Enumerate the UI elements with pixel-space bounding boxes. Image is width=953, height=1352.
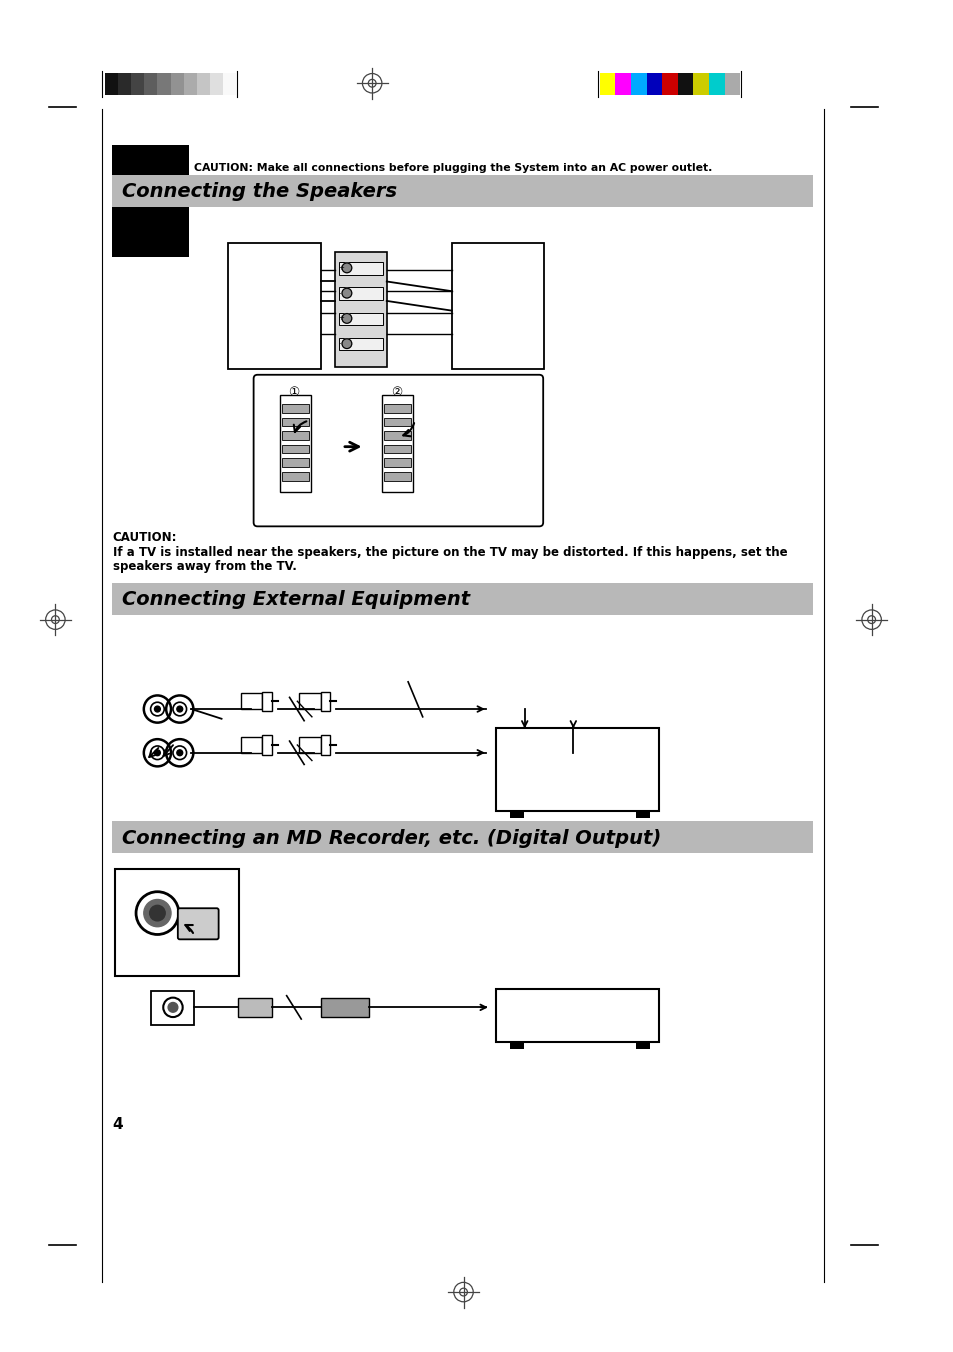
- Bar: [320, 998, 369, 1017]
- Bar: [693, 73, 708, 95]
- Bar: [281, 404, 309, 412]
- Bar: [381, 395, 413, 492]
- Bar: [262, 691, 272, 711]
- Bar: [724, 73, 740, 95]
- Bar: [241, 694, 262, 708]
- Circle shape: [176, 750, 182, 756]
- Bar: [132, 73, 144, 95]
- Text: +: +: [337, 315, 344, 322]
- Circle shape: [342, 314, 352, 323]
- Circle shape: [342, 339, 352, 349]
- Bar: [238, 998, 272, 1017]
- Text: ②: ②: [391, 387, 401, 399]
- Text: ①: ①: [288, 387, 299, 399]
- Text: +: +: [337, 265, 344, 270]
- Bar: [171, 73, 184, 95]
- Bar: [678, 73, 693, 95]
- Bar: [118, 73, 132, 95]
- Bar: [281, 445, 309, 453]
- Bar: [184, 73, 196, 95]
- Circle shape: [154, 750, 160, 756]
- Circle shape: [342, 264, 352, 273]
- Bar: [615, 73, 630, 95]
- Bar: [223, 73, 236, 95]
- Bar: [338, 288, 382, 300]
- Bar: [151, 991, 194, 1025]
- Bar: [636, 1042, 649, 1049]
- Bar: [299, 694, 320, 708]
- Bar: [636, 811, 649, 818]
- Text: 4: 4: [112, 1117, 123, 1132]
- Bar: [510, 1042, 523, 1049]
- Circle shape: [154, 706, 160, 713]
- Bar: [112, 146, 190, 257]
- Bar: [196, 73, 210, 95]
- Bar: [383, 418, 411, 426]
- Bar: [338, 262, 382, 274]
- Circle shape: [342, 288, 352, 297]
- Bar: [114, 869, 239, 976]
- Bar: [510, 811, 523, 818]
- Text: -: -: [337, 341, 340, 346]
- Bar: [105, 73, 118, 95]
- Bar: [281, 472, 309, 481]
- Text: -: -: [337, 291, 340, 296]
- Bar: [144, 73, 157, 95]
- Bar: [112, 821, 813, 853]
- Bar: [281, 458, 309, 466]
- Bar: [279, 395, 311, 492]
- FancyBboxPatch shape: [253, 375, 542, 526]
- Bar: [157, 73, 171, 95]
- Text: speakers away from the TV.: speakers away from the TV.: [112, 560, 296, 573]
- Text: Connecting External Equipment: Connecting External Equipment: [122, 591, 470, 610]
- Bar: [708, 73, 724, 95]
- Bar: [228, 242, 320, 369]
- Bar: [281, 418, 309, 426]
- Bar: [241, 737, 262, 753]
- Circle shape: [150, 906, 165, 921]
- Text: Connecting an MD Recorder, etc. (Digital Output): Connecting an MD Recorder, etc. (Digital…: [122, 829, 661, 848]
- Bar: [320, 735, 330, 754]
- Text: CAUTION: Make all connections before plugging the System into an AC power outlet: CAUTION: Make all connections before plu…: [194, 164, 712, 173]
- Bar: [112, 583, 813, 615]
- Circle shape: [176, 706, 182, 713]
- Text: Connecting the Speakers: Connecting the Speakers: [122, 183, 397, 201]
- Bar: [338, 312, 382, 326]
- Bar: [383, 431, 411, 439]
- Bar: [281, 431, 309, 439]
- Bar: [495, 729, 659, 811]
- Circle shape: [168, 1002, 177, 1013]
- Bar: [262, 735, 272, 754]
- Bar: [112, 174, 813, 207]
- Bar: [452, 242, 543, 369]
- Bar: [383, 458, 411, 466]
- Bar: [299, 737, 320, 753]
- Bar: [383, 472, 411, 481]
- Bar: [646, 73, 661, 95]
- Text: CAUTION:: CAUTION:: [112, 531, 177, 545]
- Bar: [210, 73, 223, 95]
- Bar: [320, 691, 330, 711]
- Bar: [495, 988, 659, 1042]
- Bar: [630, 73, 646, 95]
- Bar: [383, 445, 411, 453]
- Bar: [661, 73, 678, 95]
- Bar: [383, 404, 411, 412]
- Bar: [338, 338, 382, 350]
- Text: If a TV is installed near the speakers, the picture on the TV may be distorted. : If a TV is installed near the speakers, …: [112, 546, 786, 558]
- Bar: [335, 253, 386, 366]
- Bar: [598, 73, 615, 95]
- Circle shape: [144, 899, 171, 926]
- FancyBboxPatch shape: [177, 909, 218, 940]
